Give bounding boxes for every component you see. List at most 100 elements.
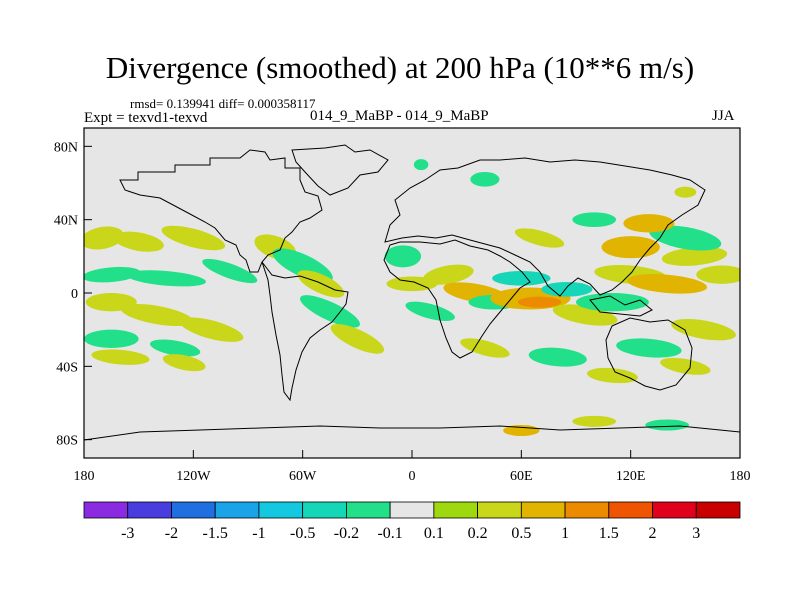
contour-blob	[492, 271, 551, 286]
x-tick-label: 180	[74, 469, 95, 484]
y-tick-label: 40S	[56, 360, 78, 375]
coastline-south-america	[261, 261, 349, 402]
colorbar-swatch	[520, 501, 566, 519]
colorbar-swatch	[214, 501, 260, 519]
colorbar-swatch	[258, 501, 304, 519]
colorbar-swatch	[564, 501, 610, 519]
season-label: JJA	[712, 108, 735, 124]
contour-blob	[460, 338, 510, 358]
colorbar-label: -0.1	[377, 525, 402, 542]
coastline-antarctica	[84, 425, 740, 441]
contour-blob	[528, 347, 587, 367]
x-tick-label: 60W	[289, 469, 317, 484]
colorbar-label: 1	[561, 525, 569, 542]
contour-fill-group	[84, 159, 740, 436]
contour-blob	[514, 228, 565, 248]
case-label: 014_9_MaBP - 014_9_MaBP	[310, 108, 489, 124]
colorbar-swatch	[608, 501, 653, 519]
contour-blob	[649, 225, 722, 251]
y-tick-label: 40N	[54, 214, 78, 229]
coastline-eurasia	[384, 157, 706, 297]
contour-blob	[84, 329, 139, 349]
contour-blob	[517, 296, 562, 308]
contour-blob	[470, 172, 500, 187]
colorbar-swatch	[302, 501, 347, 519]
coastline-north-america	[119, 149, 323, 273]
coastline-africa	[383, 239, 531, 359]
contour-blob	[91, 349, 150, 365]
x-tick-label: 120W	[176, 469, 211, 484]
coastline-indonesia	[589, 295, 653, 317]
colorbar-swatch	[389, 501, 435, 519]
coastline-group	[84, 144, 740, 441]
y-tick-label: 80N	[54, 140, 78, 155]
colorbar-label: 2	[649, 525, 657, 542]
colorbar-label: -3	[121, 525, 134, 542]
contour-blob	[660, 357, 711, 375]
y-tick-label: 0	[71, 287, 78, 302]
contour-blob	[645, 419, 689, 431]
x-tick-label: 120E	[616, 469, 646, 484]
contour-blob	[330, 323, 385, 354]
contour-blob	[161, 225, 226, 251]
contour-blob	[120, 303, 193, 327]
colorbar-swatch	[171, 501, 216, 519]
contour-blob	[576, 293, 649, 312]
contour-blob	[572, 415, 617, 427]
colorbar-label: -2	[165, 525, 178, 542]
contour-blob	[541, 282, 593, 297]
coastline-australia	[605, 317, 693, 391]
colorbar-label: 0.1	[424, 525, 444, 542]
colorbar-swatch	[652, 501, 697, 519]
colorbar-swatch	[695, 501, 741, 519]
x-tick-label: 180	[730, 469, 751, 484]
colorbar-label: -1	[252, 525, 265, 542]
y-axis: 80N 40N 0 40S 80S	[54, 140, 92, 449]
colorbar: -3 -2 -1.5 -1 -0.5 -0.2 -0.1 0.1 0.2 0.5 1 1.5 2 3	[83, 501, 741, 542]
contour-blob	[674, 186, 697, 198]
contour-blob	[405, 301, 455, 322]
contour-blob	[126, 270, 206, 287]
colorbar-label: -1.5	[203, 525, 228, 542]
x-axis: 180 120W 60W 0 60E 120E 180	[74, 450, 751, 484]
colorbar-label: 3	[692, 525, 700, 542]
contour-blob	[384, 245, 422, 268]
contour-blob	[627, 274, 708, 294]
contour-blob	[661, 246, 728, 266]
coastline-greenland	[291, 144, 389, 196]
colorbar-swatch	[345, 501, 391, 519]
contour-blob	[623, 214, 675, 233]
contour-blob	[84, 266, 141, 283]
x-tick-label: 60E	[510, 469, 533, 484]
plot-background	[84, 128, 740, 458]
contour-blob	[616, 338, 682, 358]
colorbar-label: -0.2	[334, 525, 359, 542]
contour-blob	[162, 354, 206, 372]
colorbar-swatch	[477, 501, 522, 519]
colorbar-swatch	[127, 501, 172, 519]
contour-blob	[179, 317, 244, 342]
contour-blob	[202, 258, 258, 284]
contour-blob	[84, 226, 124, 250]
colorbar-label: 1.5	[599, 525, 619, 542]
x-tick-label: 0	[409, 469, 416, 484]
y-tick-label: 80S	[56, 434, 78, 449]
contour-blob	[587, 367, 638, 384]
colorbar-swatch	[83, 501, 129, 519]
contour-blob	[423, 264, 474, 285]
contour-blob	[572, 212, 617, 228]
contour-blob	[601, 236, 660, 259]
chart-title: Divergence (smoothed) at 200 hPa (10**6 …	[105, 50, 695, 85]
colorbar-label: 0.5	[511, 525, 531, 542]
contour-blob	[149, 339, 201, 357]
colorbar-label: -0.5	[290, 525, 315, 542]
contour-blob	[696, 265, 740, 284]
colorbar-swatch	[433, 501, 479, 519]
colorbar-label: 0.2	[468, 525, 488, 542]
contour-blob	[413, 159, 429, 171]
contour-blob	[300, 295, 360, 328]
experiment-label: Expt = texvd1-texvd	[84, 110, 208, 126]
contour-blob	[113, 231, 164, 252]
stats-text: rmsd= 0.139941 diff= 0.000358117	[130, 96, 316, 111]
